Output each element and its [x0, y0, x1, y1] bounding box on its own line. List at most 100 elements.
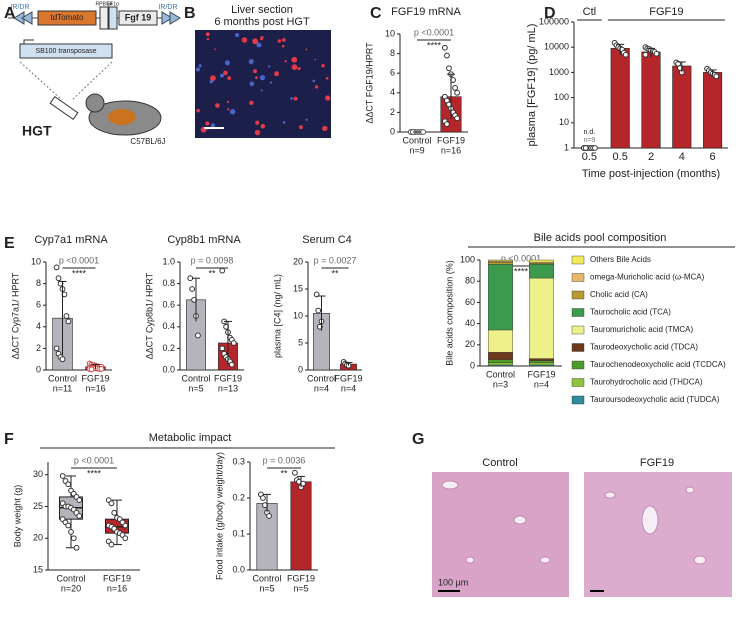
ir-arrow	[161, 11, 173, 25]
spot	[305, 48, 308, 51]
n-label: n=16	[85, 383, 105, 393]
y-tick-label: 100	[554, 92, 569, 102]
panel-label: B	[184, 5, 196, 22]
bar-segment	[488, 352, 514, 360]
n-label: n=20	[61, 583, 81, 593]
fgf19-label: Fgf 19	[125, 12, 152, 22]
x-tick-label: Control	[252, 573, 281, 583]
spot	[282, 121, 286, 124]
spot	[205, 121, 210, 126]
liver	[108, 109, 136, 125]
bar-segment	[488, 362, 514, 366]
spot	[196, 108, 200, 113]
y-tick-label: 20	[33, 533, 43, 543]
y-tick-label: 0.0	[232, 564, 245, 574]
data-point	[230, 340, 237, 346]
data-point	[195, 332, 201, 339]
y-tick-label: 15	[293, 283, 303, 293]
y-tick-label: 10	[293, 310, 303, 320]
data-point	[76, 497, 83, 504]
x-tick-label: FGF19	[81, 373, 109, 383]
x-tick-label: FGF19	[103, 573, 131, 583]
spot	[321, 64, 325, 68]
n-label: n=4	[534, 379, 549, 389]
n-label: n=9	[583, 137, 595, 144]
data-point	[452, 85, 458, 91]
data-point	[291, 469, 298, 476]
spot	[226, 100, 230, 104]
stars: ****	[427, 40, 442, 50]
spot	[305, 118, 308, 121]
data-point	[122, 535, 129, 542]
spot	[314, 58, 317, 61]
spot	[297, 67, 301, 71]
bar-segment	[488, 264, 514, 331]
spot	[274, 71, 280, 77]
data-point	[73, 544, 80, 551]
construct-diagram: IR/DR IR/DR tdTomato RPBSA EF1α Fgf 19 S…	[8, 1, 181, 146]
spot	[219, 73, 224, 78]
y-tick-label: 4	[36, 321, 41, 331]
y-tick-label: 8	[36, 278, 41, 288]
y-tick-label: 0.8	[162, 278, 175, 288]
x-tick-label: Control	[56, 573, 85, 583]
bar	[703, 72, 723, 149]
y-tick-label: 0.6	[162, 300, 175, 310]
y-tick-label: 0.2	[162, 343, 175, 353]
y-axis-label: ΔΔCT Cyp8b1/ HPRT	[144, 272, 154, 359]
y-tick-label: 10000	[544, 42, 569, 52]
y-tick-label: 1.0	[162, 256, 175, 266]
spot	[227, 76, 232, 81]
bar	[641, 51, 661, 149]
tdtomato-label: tdTomato	[51, 13, 84, 22]
ir-label: IR/DR	[10, 4, 29, 11]
legend-swatch	[571, 360, 585, 370]
spot	[227, 108, 230, 111]
histology-label: FGF19	[640, 457, 674, 469]
data-point	[108, 541, 115, 548]
data-point	[98, 366, 105, 372]
x-tick-label: FGF19	[527, 369, 555, 379]
fgf19-box	[118, 10, 158, 26]
n-label: n=16	[107, 583, 127, 593]
data-point	[65, 522, 72, 529]
vessels	[441, 480, 707, 565]
legend-label: Cholic acid (CA)	[590, 290, 648, 299]
panel-label: D	[544, 5, 556, 22]
bar-segment	[529, 277, 555, 359]
spot	[253, 69, 258, 74]
x-tick-label: 6	[710, 151, 716, 163]
y-tick-label: 0	[298, 364, 303, 374]
y-tick-label: 5	[298, 337, 303, 347]
spot	[235, 32, 240, 38]
y-tick-label: 20	[293, 256, 303, 266]
y-tick-label: 10	[31, 256, 41, 266]
y-tick-label: 30	[33, 469, 43, 479]
x-tick-label: 0.5	[613, 151, 628, 163]
y-tick-label: 10	[385, 28, 395, 38]
data-point	[53, 264, 60, 271]
spot	[195, 67, 201, 72]
bar-segment	[529, 264, 555, 279]
data-point	[441, 44, 448, 51]
legend-swatch	[571, 378, 585, 387]
chart-title: Bile acids pool composition	[534, 232, 667, 244]
y-tick-label: 0	[36, 364, 41, 374]
data-point	[68, 528, 74, 535]
vessel	[513, 515, 527, 525]
vessel	[641, 505, 659, 535]
x-tick-label: 4	[679, 151, 685, 163]
legend-label: Taurodeoxycholic acid (TDCA)	[590, 343, 698, 352]
n-label: n=9	[409, 145, 424, 155]
x-tick-label: Control	[402, 135, 431, 145]
spot	[281, 38, 286, 42]
y-axis-label: ΔΔCT Cyp7a1/ HPRT	[10, 272, 20, 359]
y-axis-label: Body weight (g)	[12, 485, 22, 548]
vessel	[465, 556, 475, 564]
vessel	[604, 491, 616, 499]
x-tick-label: Control	[48, 373, 77, 383]
y-axis-label: ΔΔCT FGF19/HPRT	[364, 42, 374, 124]
dashed-line	[19, 61, 63, 101]
data-point	[76, 513, 83, 519]
metabolic-title: Metabolic impact	[149, 432, 232, 444]
